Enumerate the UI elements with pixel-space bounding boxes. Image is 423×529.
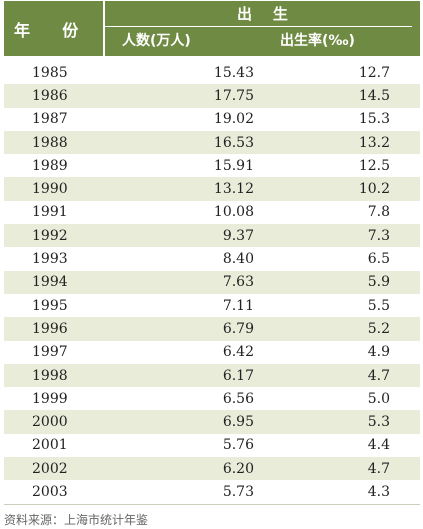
table-row: 1997 6.42 4.9 <box>4 340 420 364</box>
table-row: 1995 7.11 5.5 <box>4 293 420 318</box>
birth-rate-cell: 6.5 <box>367 251 390 268</box>
births-count-cell: 19.02 <box>213 111 254 128</box>
table-row: 1986 17.75 14.5 <box>4 84 420 108</box>
table-row: 1993 8.40 6.5 <box>4 247 420 271</box>
table-row: 1989 15.91 12.5 <box>4 154 420 178</box>
birth-rate-cell: 5.3 <box>367 414 390 431</box>
births-count-cell: 6.42 <box>222 344 254 361</box>
birth-rate-cell: 5.9 <box>367 274 390 291</box>
birth-rate-cell: 4.4 <box>367 437 390 454</box>
births-count-cell: 7.11 <box>222 297 254 314</box>
births-count-cell: 15.43 <box>213 64 254 81</box>
births-count-cell: 13.12 <box>213 181 254 198</box>
births-count-cell: 6.20 <box>222 460 254 477</box>
table-row: 1996 6.79 5.2 <box>4 317 420 341</box>
year-column-header: 年 份 <box>4 1 103 56</box>
births-count-column-header: 人数(万人) <box>122 33 191 49</box>
table-row: 1985 15.43 12.7 <box>4 61 420 85</box>
birth-rate-column-header: 出生率(‰) <box>280 33 355 49</box>
birth-rate-cell: 10.2 <box>358 181 390 198</box>
birth-statistics-table: 年 份 出 生 人数(万人) 出生率(‰) 1985 15.43 12.7 1986 1… <box>4 1 420 505</box>
year-cell: 1986 <box>32 87 68 104</box>
year-cell: 1998 <box>32 367 68 384</box>
year-cell: 1992 <box>32 227 68 244</box>
birth-rate-cell: 4.7 <box>367 460 390 477</box>
births-count-cell: 17.75 <box>213 87 254 104</box>
year-header-label: 年 份 <box>14 20 81 40</box>
year-cell: 1996 <box>32 320 68 337</box>
table-row: 2003 5.73 4.3 <box>4 480 420 504</box>
birth-rate-cell: 7.8 <box>367 204 390 221</box>
source-note: 资料来源：上海市统计年鉴 <box>4 513 149 527</box>
birth-rate-cell: 12.7 <box>358 64 390 81</box>
table-row: 2001 5.76 4.4 <box>4 433 420 458</box>
births-count-cell: 5.73 <box>222 483 254 500</box>
year-cell: 1985 <box>32 64 68 81</box>
birth-rate-cell: 14.5 <box>358 87 390 104</box>
births-count-cell: 10.08 <box>213 204 254 221</box>
table-header: 年 份 出 生 人数(万人) 出生率(‰) <box>4 1 420 56</box>
birth-rate-cell: 5.5 <box>367 297 390 314</box>
table-row: 1987 19.02 15.3 <box>4 107 420 131</box>
table-row: 1988 16.53 13.2 <box>4 130 420 155</box>
births-count-cell: 6.17 <box>222 367 254 384</box>
year-cell: 2002 <box>32 460 68 477</box>
birth-rate-cell: 12.5 <box>358 157 390 174</box>
table-row: 1998 6.17 4.7 <box>4 363 420 388</box>
year-cell: 1989 <box>32 157 68 174</box>
year-cell: 1995 <box>32 297 68 314</box>
table-row: 1992 9.37 7.3 <box>4 224 420 248</box>
table-row: 1999 6.56 5.0 <box>4 387 420 411</box>
year-cell: 1987 <box>32 111 68 128</box>
birth-rate-cell: 4.9 <box>367 344 390 361</box>
header-divider-horizontal <box>105 26 412 27</box>
table-row: 1991 10.08 7.8 <box>4 200 420 225</box>
births-count-cell: 6.79 <box>222 320 254 337</box>
header-divider-vertical <box>103 1 105 56</box>
births-group-label: 出 生 <box>237 5 288 23</box>
births-count-cell: 15.91 <box>213 157 254 174</box>
birth-rate-cell: 5.0 <box>367 390 390 407</box>
births-group-header: 出 生 <box>105 1 420 26</box>
table-row: 1990 13.12 10.2 <box>4 177 420 201</box>
birth-rate-cell: 5.2 <box>367 320 390 337</box>
year-cell: 1991 <box>32 204 68 221</box>
year-cell: 2000 <box>32 414 68 431</box>
births-count-cell: 6.95 <box>222 414 254 431</box>
table-body: 1985 15.43 12.7 1986 17.75 14.5 1987 19.02 15.3 1… <box>4 61 420 505</box>
birth-rate-cell: 7.3 <box>367 227 390 244</box>
birth-rate-cell: 13.2 <box>358 134 390 151</box>
table-row: 2000 6.95 5.3 <box>4 410 420 434</box>
table-row: 2002 6.20 4.7 <box>4 457 420 481</box>
year-cell: 1999 <box>32 390 68 407</box>
year-cell: 2001 <box>32 437 68 454</box>
year-cell: 1994 <box>32 274 68 291</box>
births-count-cell: 9.37 <box>222 227 254 244</box>
births-count-cell: 6.56 <box>222 390 254 407</box>
year-cell: 1993 <box>32 251 68 268</box>
year-cell: 1997 <box>32 344 68 361</box>
table-row: 1994 7.63 5.9 <box>4 270 420 294</box>
births-count-cell: 5.76 <box>222 437 254 454</box>
births-count-cell: 16.53 <box>213 134 254 151</box>
births-count-cell: 7.63 <box>222 274 254 291</box>
birth-rate-cell: 15.3 <box>358 111 390 128</box>
birth-rate-cell: 4.3 <box>367 483 390 500</box>
births-count-cell: 8.40 <box>222 251 254 268</box>
birth-rate-cell: 4.7 <box>367 367 390 384</box>
year-cell: 1988 <box>32 134 68 151</box>
year-cell: 2003 <box>32 483 68 500</box>
year-cell: 1990 <box>32 181 68 198</box>
